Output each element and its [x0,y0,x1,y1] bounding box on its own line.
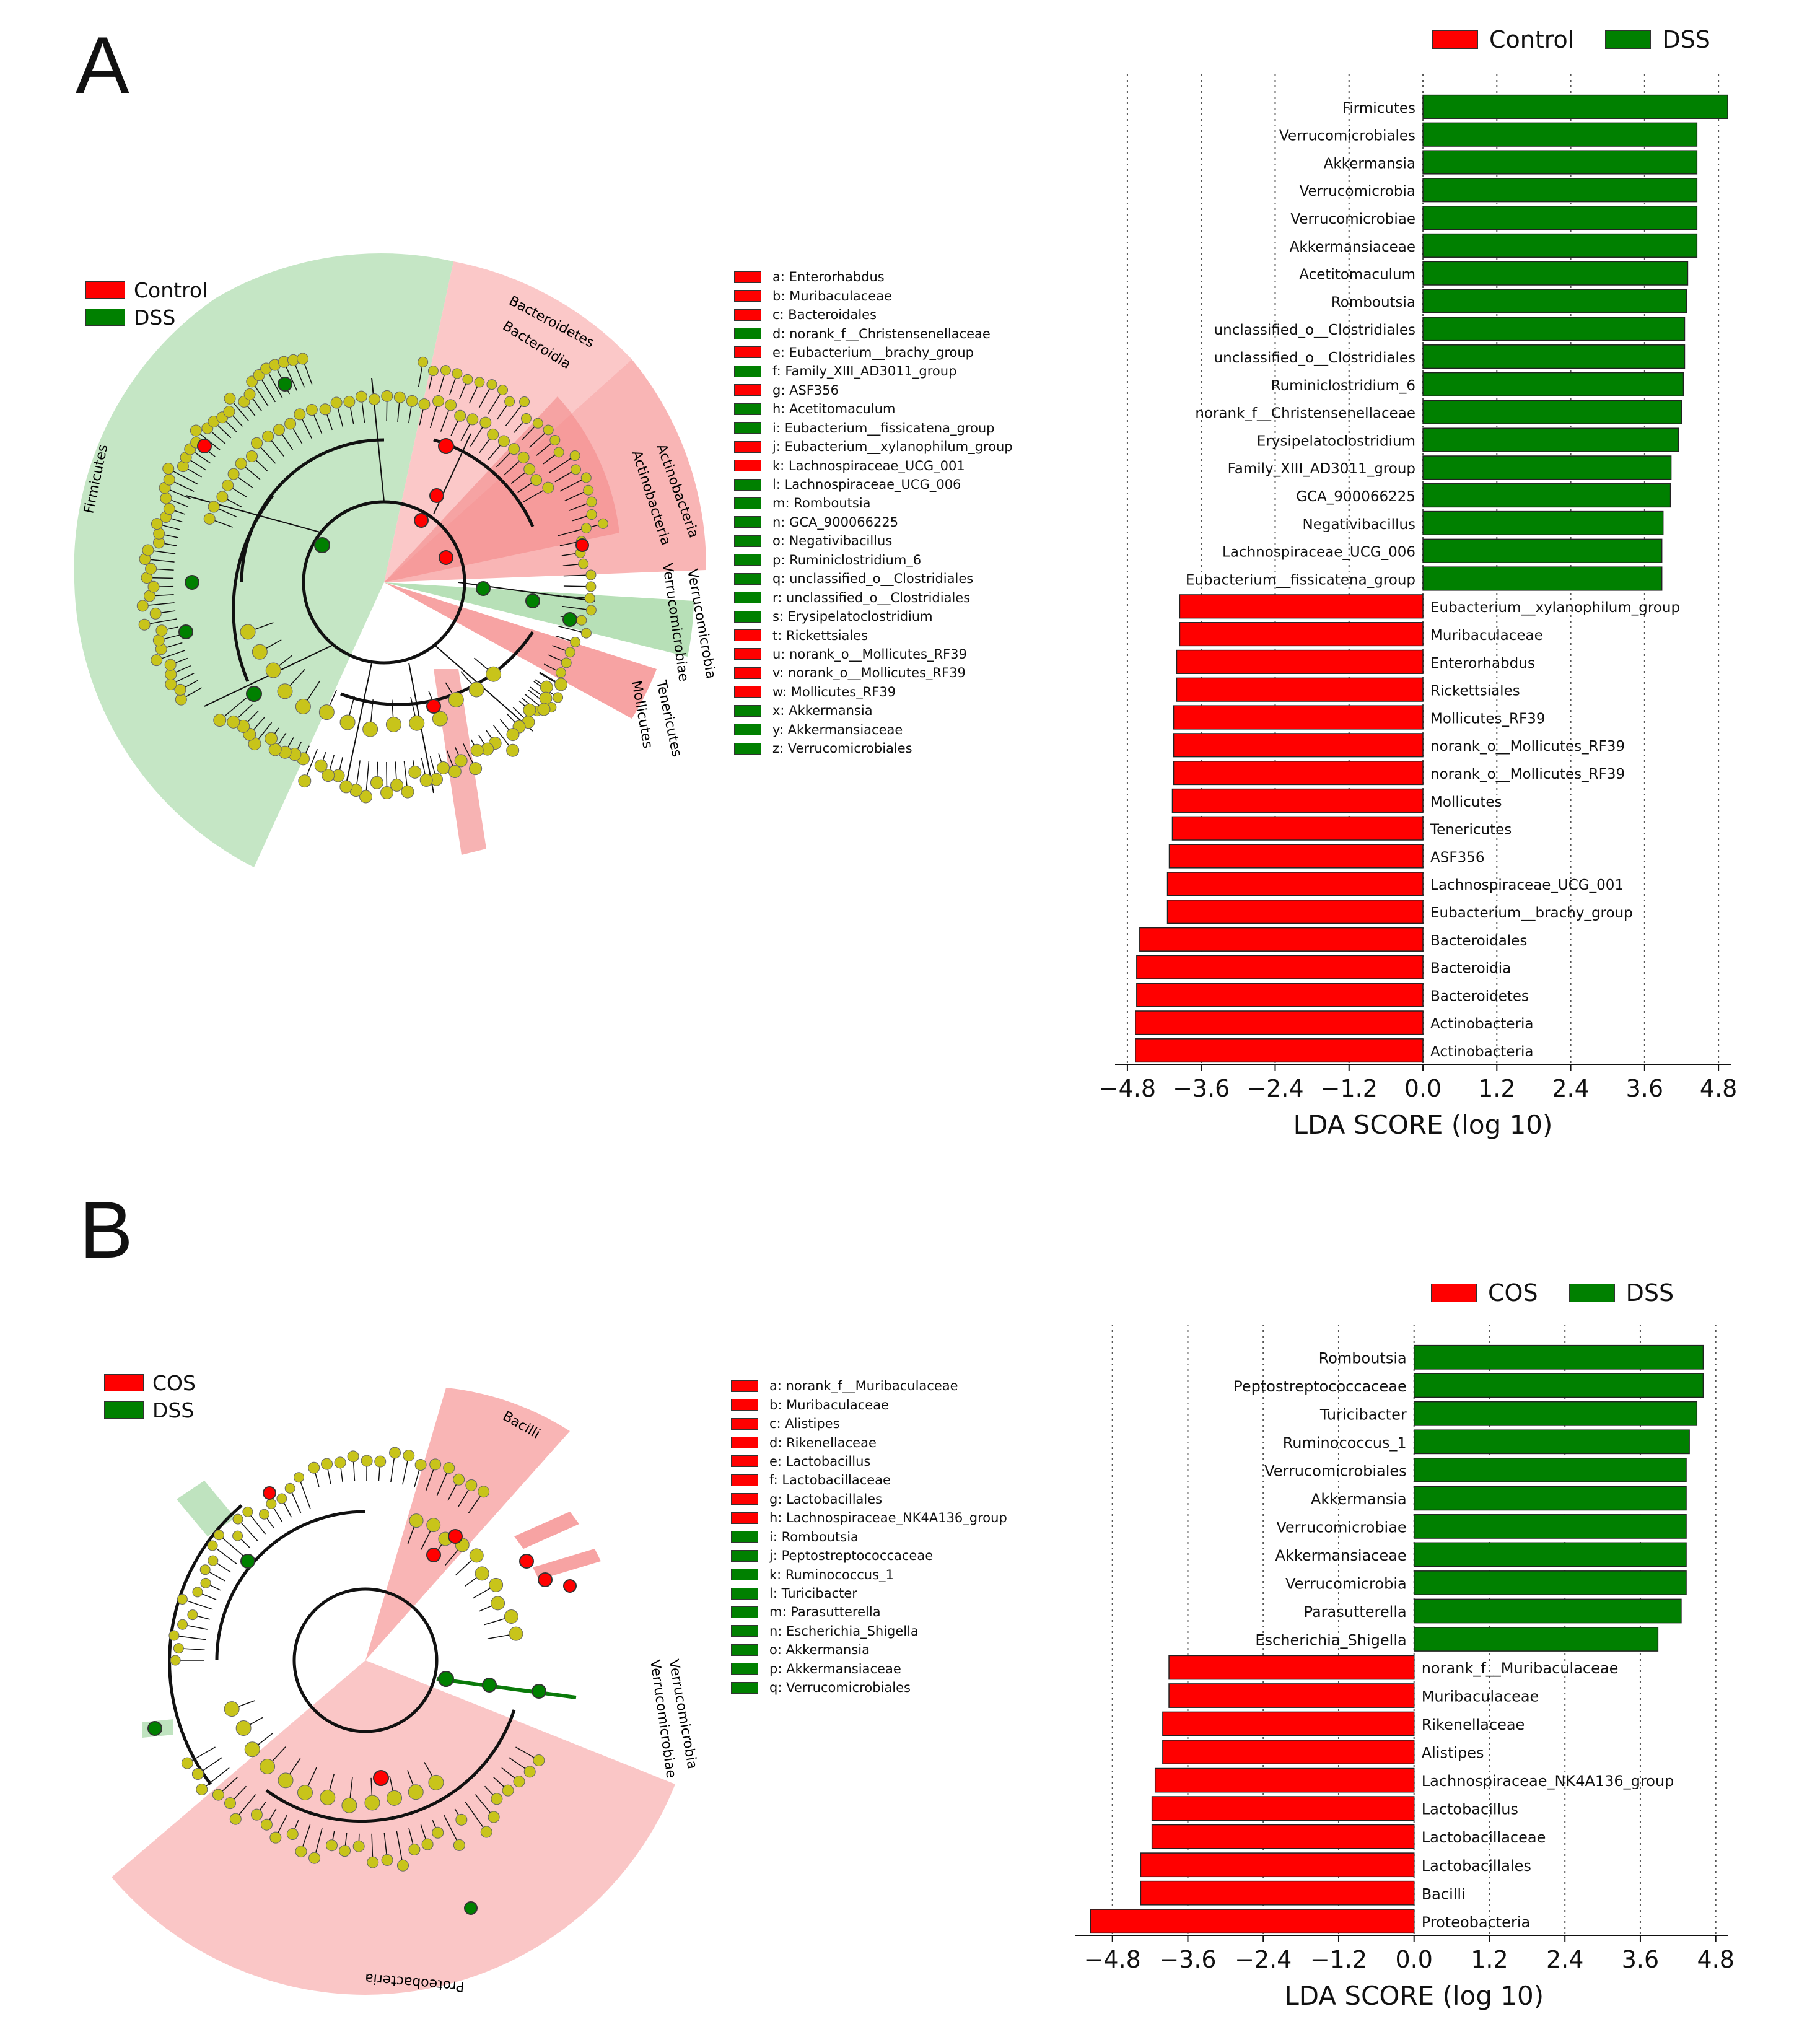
lda-bar [1414,1458,1686,1482]
lda-bar-label: Verrucomicrobiales [1264,1462,1407,1479]
lda-bar [1140,1881,1414,1905]
lda-bar [1414,1599,1681,1623]
lda-bar-label: Alistipes [1422,1745,1484,1762]
lda-bar-label: Proteobacteria [1422,1914,1531,1931]
lda-bar-label: Lactobacillales [1422,1857,1531,1875]
lda-bar [1414,1627,1658,1651]
x-tick-label: −2.4 [1235,1946,1292,1973]
x-axis-label: LDA SCORE (log 10) [1284,1981,1544,2011]
lda-bar-label: Lactobacillus [1422,1801,1518,1818]
lda-bar [1163,1712,1414,1735]
lda-bar [1414,1571,1686,1595]
lda-bar [1414,1402,1697,1425]
lda-bar [1152,1797,1414,1820]
lda-bar-label: Turicibacter [1319,1406,1407,1423]
lda-bar-label: Verrucomicrobiae [1276,1518,1406,1536]
lda-bar [1163,1740,1414,1764]
x-tick-label: 4.8 [1697,1946,1734,1973]
lda-bar [1140,1853,1414,1877]
x-tick-label: 2.4 [1546,1946,1583,1973]
x-tick-label: −4.8 [1084,1946,1141,1973]
lda-bar-label: Bacilli [1422,1885,1466,1903]
x-tick-label: 1.2 [1471,1946,1508,1973]
lda-bar [1414,1430,1689,1453]
lda-bar-label: Peptostreptococcaceae [1233,1378,1406,1395]
lda-bar [1414,1486,1686,1510]
lda-bar-label: Escherichia_Shigella [1255,1632,1406,1649]
x-tick-label: −1.2 [1310,1946,1367,1973]
lda-bar [1414,1373,1704,1397]
lda-bar [1169,1684,1414,1707]
lda-bar-label: Akkermansia [1311,1491,1407,1508]
lda-bar-label: Verrucomicrobia [1285,1575,1407,1593]
lda-bar-label: Akkermansiaceae [1275,1547,1407,1564]
lda-bar-label: Ruminococcus_1 [1283,1434,1407,1452]
lda-bar [1090,1909,1414,1933]
lda-bar-label: Rikenellaceae [1422,1716,1525,1733]
lda-bar [1169,1655,1414,1679]
x-tick-label: 0.0 [1395,1946,1432,1973]
x-tick-label: 3.6 [1622,1946,1659,1973]
lda-bar [1155,1768,1414,1792]
x-tick-label: −3.6 [1159,1946,1216,1973]
lda-bar [1414,1515,1686,1538]
lda-bar-label: Muribaculaceae [1422,1688,1539,1706]
lda-bar-label: Lachnospiraceae_NK4A136_group [1422,1772,1674,1790]
lda-bar-label: Parasutterella [1304,1603,1407,1621]
lda-bar-label: Lactobacillaceae [1422,1829,1546,1846]
lda-bar [1152,1825,1414,1849]
lda-bar-label: norank_f__Muribaculaceae [1422,1660,1619,1677]
lda-bar [1414,1346,1704,1369]
lda-bar [1414,1543,1686,1566]
lda-bar-label: Romboutsia [1319,1349,1407,1367]
